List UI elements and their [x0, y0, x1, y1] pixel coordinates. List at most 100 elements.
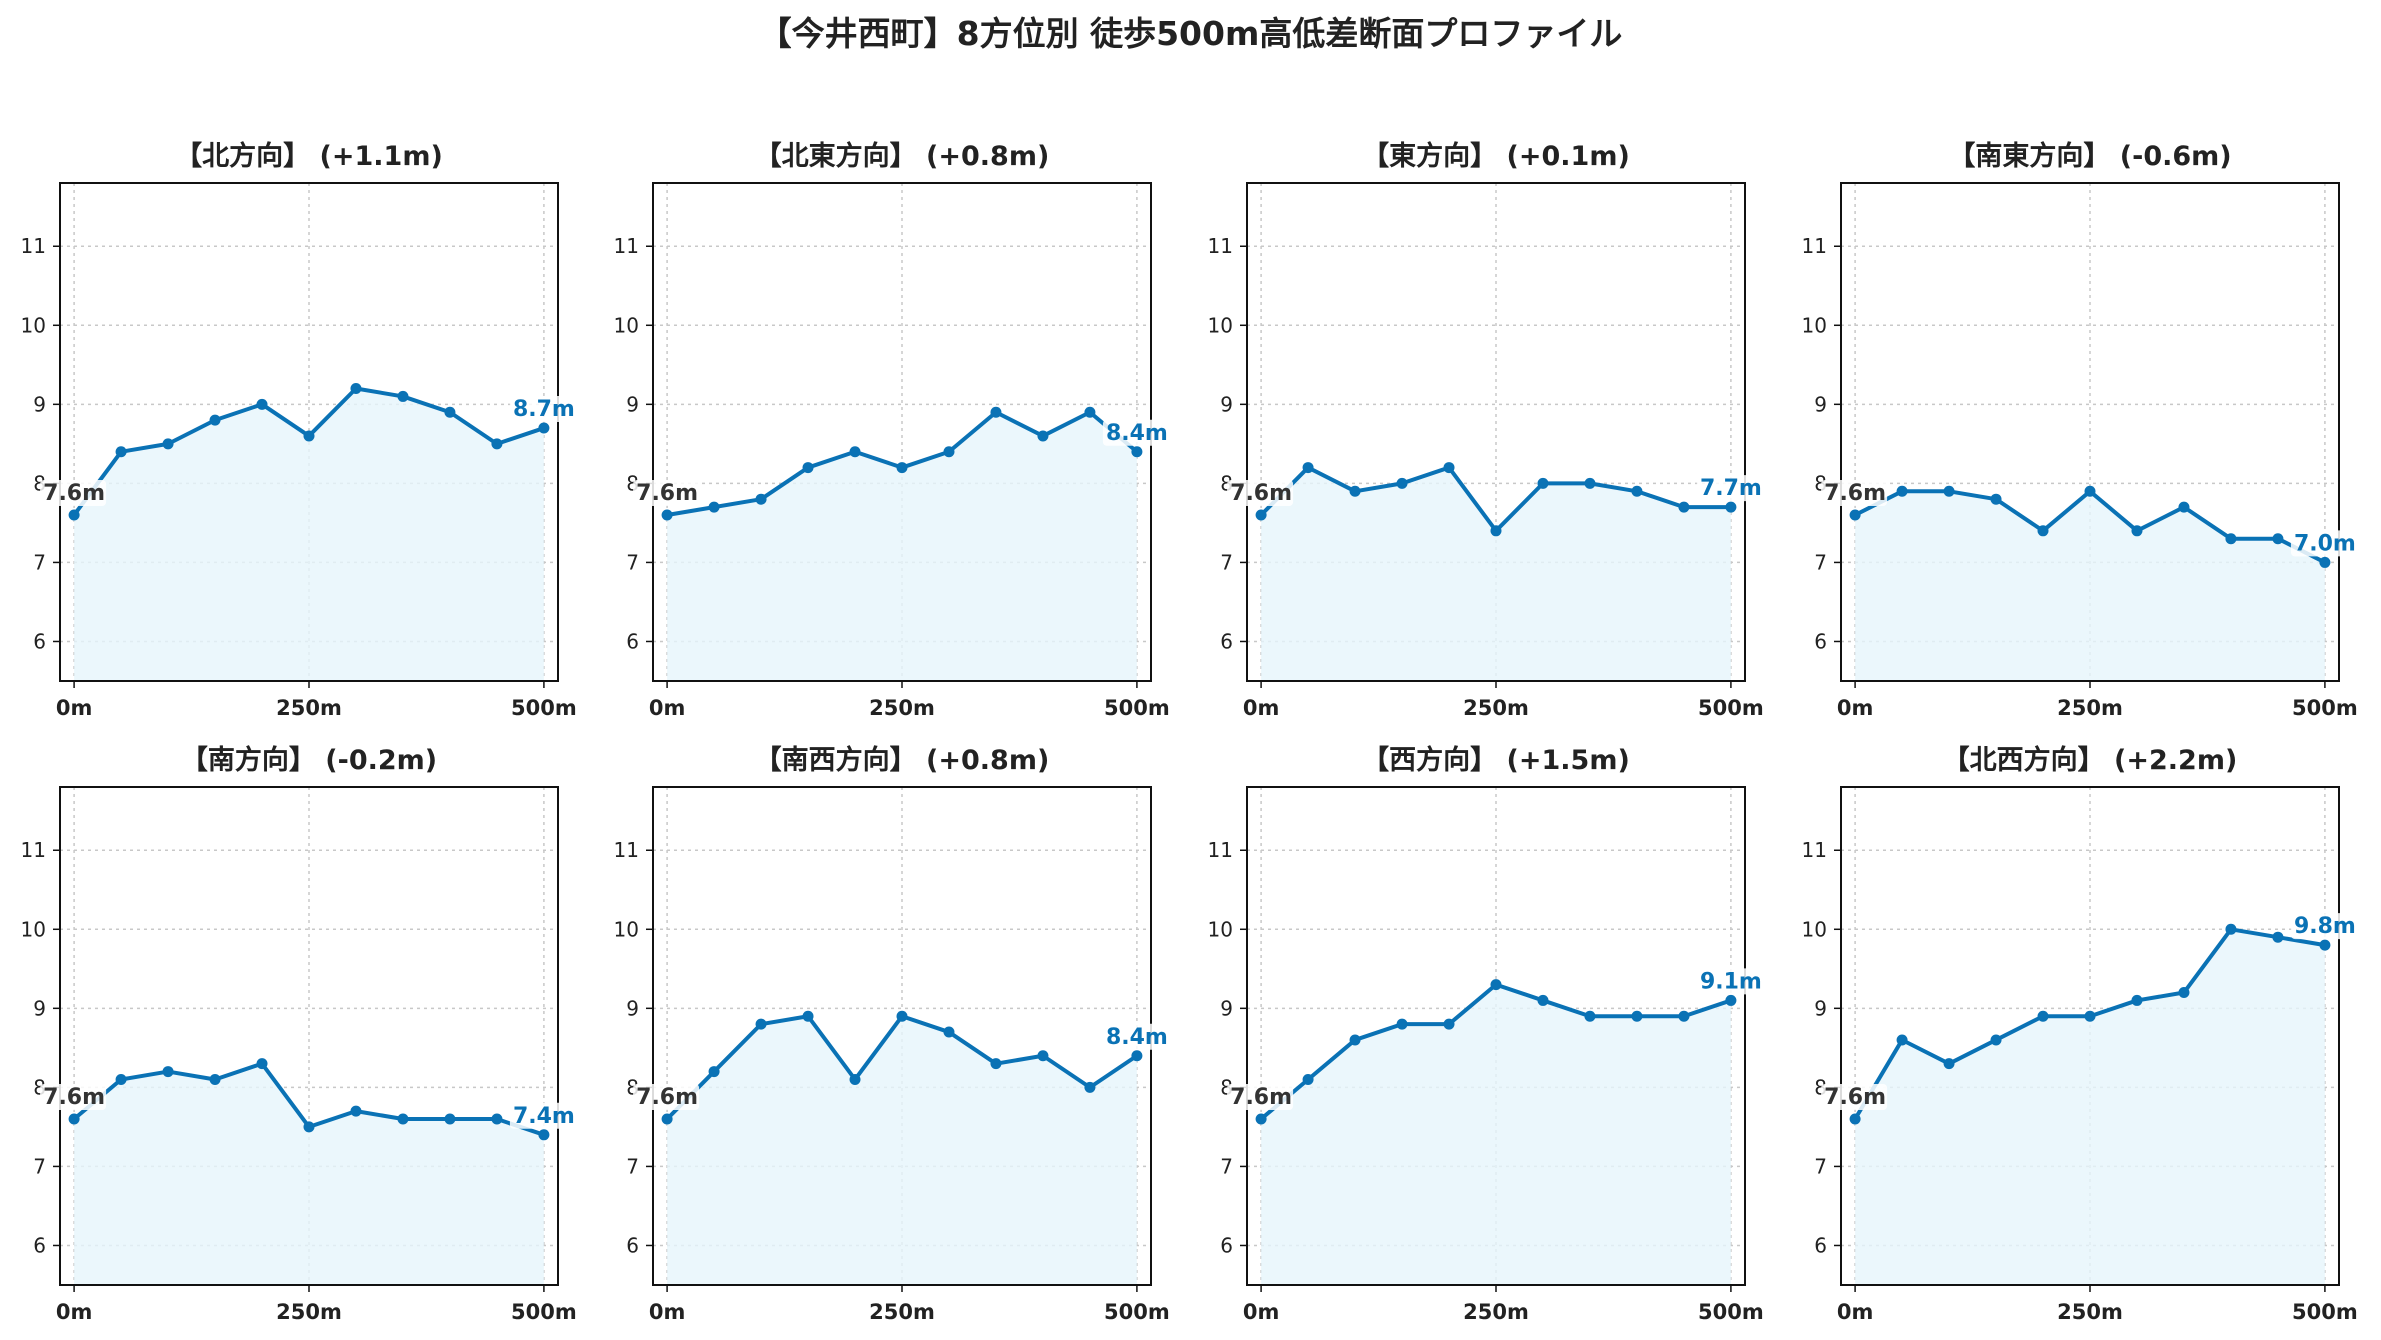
y-tick-label: 10 — [1208, 917, 1233, 941]
panel-title: 【南東方向】 (-0.6m) — [1948, 140, 2231, 172]
x-tick-label: 0m — [649, 696, 686, 720]
y-tick-label: 9 — [1814, 996, 1827, 1020]
data-point — [162, 1066, 174, 1078]
x-tick-label: 0m — [1837, 1300, 1874, 1324]
x-tick-label: 250m — [869, 1300, 935, 1324]
data-point — [1725, 994, 1737, 1006]
data-point — [1443, 1018, 1455, 1030]
data-point — [1584, 477, 1596, 489]
y-tick-label: 6 — [1220, 1233, 1233, 1257]
data-point — [2225, 923, 2237, 935]
data-point — [444, 1113, 456, 1125]
data-point — [896, 462, 908, 474]
y-tick-label: 9 — [626, 392, 639, 416]
y-tick-label: 7 — [33, 550, 46, 574]
data-point — [1849, 509, 1861, 521]
x-tick-label: 250m — [2057, 1300, 2123, 1324]
x-tick-label: 500m — [2292, 696, 2358, 720]
data-point — [1490, 979, 1502, 991]
data-point — [896, 1010, 908, 1022]
data-point — [397, 390, 409, 402]
x-tick-label: 500m — [511, 696, 577, 720]
start-label-bg — [633, 480, 700, 506]
y-tick-label: 11 — [21, 234, 46, 258]
data-point — [1037, 430, 1049, 442]
data-point — [256, 1058, 268, 1070]
data-point — [209, 414, 221, 426]
data-point — [444, 406, 456, 418]
y-tick-label: 11 — [614, 234, 639, 258]
x-tick-label: 500m — [511, 1300, 577, 1324]
y-tick-label: 7 — [33, 1154, 46, 1178]
data-point — [350, 383, 362, 395]
data-point — [1255, 509, 1267, 521]
end-label-bg — [1696, 968, 1765, 995]
data-point — [256, 398, 268, 410]
start-label-bg — [1227, 1084, 1294, 1110]
y-tick-label: 7 — [1814, 550, 1827, 574]
x-tick-label: 250m — [869, 696, 935, 720]
y-tick-label: 10 — [1208, 313, 1233, 337]
area-fill — [1261, 984, 1731, 1285]
end-value-label: 9.1m — [1700, 969, 1762, 994]
data-point — [2178, 501, 2190, 513]
data-point — [68, 1113, 80, 1125]
start-value-label: 7.6m — [43, 1085, 105, 1110]
panel-title: 【北方向】 (+1.1m) — [175, 140, 443, 172]
start-label-bg — [1821, 480, 1888, 506]
data-point — [2178, 987, 2190, 999]
y-tick-label: 6 — [1220, 629, 1233, 653]
data-point — [1084, 1081, 1096, 1093]
x-tick-label: 250m — [2057, 696, 2123, 720]
data-point — [1443, 462, 1455, 474]
data-point — [1849, 1113, 1861, 1125]
end-label-bg — [1102, 1023, 1171, 1050]
start-label-bg — [40, 1084, 107, 1110]
x-tick-label: 0m — [649, 1300, 686, 1324]
data-point — [538, 1129, 550, 1141]
data-point — [2037, 525, 2049, 537]
x-tick-label: 250m — [1463, 696, 1529, 720]
panel-title: 【東方向】 (+0.1m) — [1362, 140, 1630, 172]
x-tick-label: 250m — [276, 696, 342, 720]
panel-title: 【北東方向】 (+0.8m) — [755, 140, 1050, 172]
area-fill — [1261, 467, 1731, 681]
data-point — [755, 1018, 767, 1030]
area-fill — [74, 388, 544, 681]
data-point — [943, 446, 955, 458]
data-point — [1631, 1010, 1643, 1022]
end-value-label: 7.0m — [2294, 531, 2356, 556]
y-tick-label: 6 — [33, 1233, 46, 1257]
data-point — [162, 438, 174, 450]
y-tick-label: 11 — [21, 838, 46, 862]
x-tick-label: 500m — [1104, 696, 1170, 720]
x-tick-label: 500m — [1698, 696, 1764, 720]
data-point — [350, 1105, 362, 1117]
data-point — [990, 406, 1002, 418]
data-point — [943, 1026, 955, 1038]
start-label-bg — [633, 1084, 700, 1110]
end-label-bg — [509, 396, 578, 423]
y-tick-label: 9 — [33, 996, 46, 1020]
y-tick-label: 11 — [1802, 234, 1827, 258]
y-tick-label: 9 — [626, 996, 639, 1020]
data-point — [802, 1010, 814, 1022]
x-tick-label: 0m — [1837, 696, 1874, 720]
x-tick-label: 500m — [2292, 1300, 2358, 1324]
data-point — [2084, 1010, 2096, 1022]
end-label-bg — [1102, 419, 1171, 446]
y-tick-label: 9 — [1220, 996, 1233, 1020]
data-point — [1537, 994, 1549, 1006]
data-point — [1990, 493, 2002, 505]
y-tick-label: 7 — [626, 1154, 639, 1178]
data-point — [1725, 501, 1737, 513]
start-value-label: 7.6m — [1230, 1085, 1292, 1110]
y-tick-label: 11 — [1208, 234, 1233, 258]
y-tick-label: 6 — [1814, 1233, 1827, 1257]
